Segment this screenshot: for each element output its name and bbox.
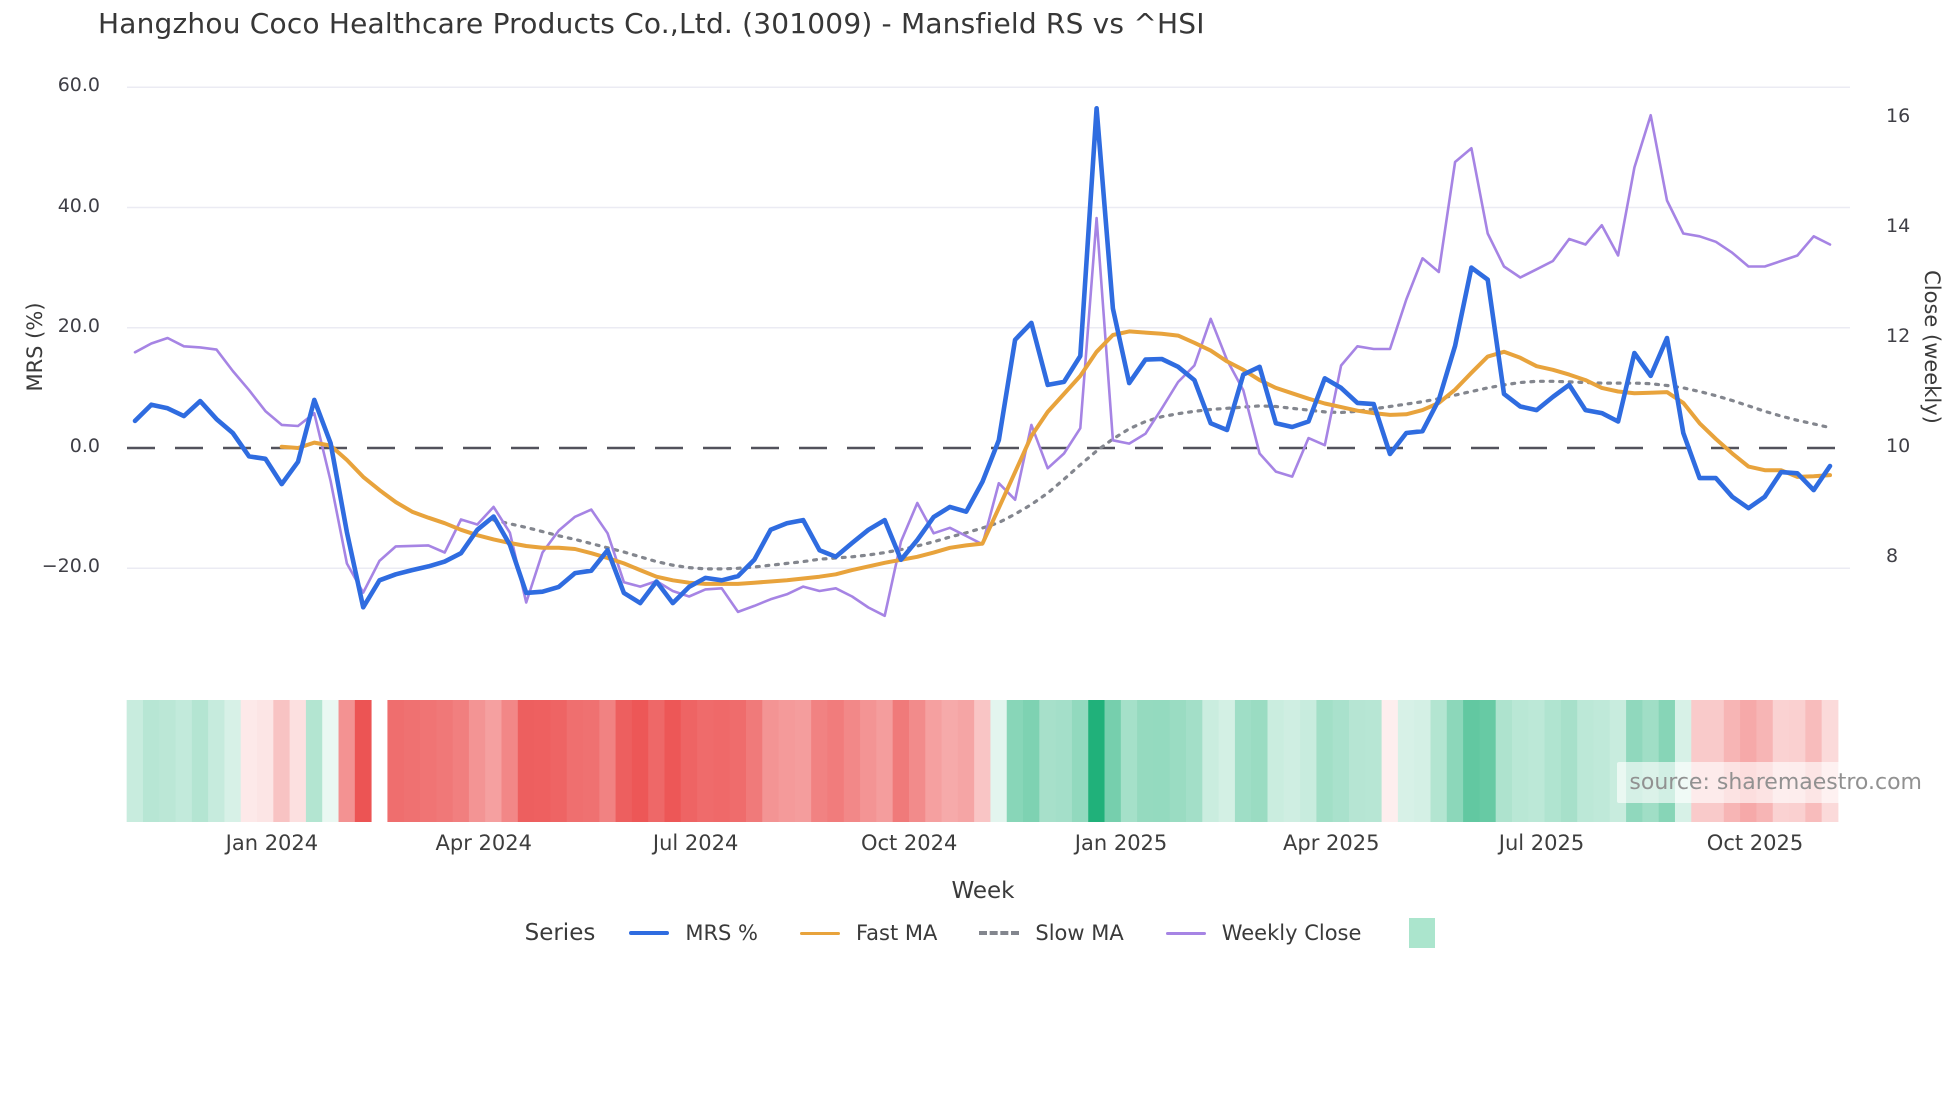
heatmap-swatch-icon [1409, 918, 1436, 948]
legend-item-fast-ma: Fast MA [800, 921, 937, 945]
tick-label: −20.0 [41, 555, 100, 578]
tick-label: Jan 2024 [225, 831, 319, 855]
tick-label: Jul 2024 [652, 831, 739, 855]
legend-label-fast-ma: Fast MA [856, 921, 938, 945]
tick-label: 16 [1886, 105, 1911, 127]
legend-item-weekly-close: Weekly Close [1165, 921, 1362, 945]
tick-label: Oct 2025 [1706, 831, 1804, 855]
legend-item-slow-ma: Slow MA [979, 921, 1124, 945]
tick-label: Jul 2025 [1498, 831, 1585, 855]
tick-label: 10 [1886, 435, 1911, 457]
tick-label: Oct 2024 [860, 831, 958, 855]
tick-label: Jan 2025 [1074, 831, 1168, 855]
legend-label-slow-ma: Slow MA [1035, 921, 1124, 945]
x-axis-label: Week [951, 878, 1015, 904]
mrs-line-swatch-icon [629, 931, 670, 935]
tick-label: 20.0 [57, 314, 100, 337]
legend-label-weekly-close: Weekly Close [1221, 921, 1362, 945]
tick-label: Apr 2024 [435, 831, 532, 855]
tick-label: 14 [1886, 215, 1911, 237]
weekly-close-line-swatch-icon [1165, 931, 1206, 935]
legend-item-mrs: MRS % [629, 921, 758, 945]
slow-ma-line-swatch-icon [979, 931, 1020, 935]
legend: Series MRS % Fast MA Slow MA Weekly Clos… [0, 918, 1960, 948]
legend-label-mrs: MRS % [685, 921, 758, 945]
tick-label: 60.0 [57, 74, 100, 97]
tick-label: 0.0 [69, 435, 100, 457]
tick-label: 8 [1886, 545, 1899, 567]
fast-ma-line-swatch-icon [800, 931, 840, 935]
tick-label: 40.0 [57, 194, 100, 217]
source-watermark: source: sharemaestro.com [1617, 762, 1934, 803]
chart-title: Hangzhou Coco Healthcare Products Co.,Lt… [98, 7, 1205, 40]
legend-title: Series [524, 920, 596, 946]
tick-label: 12 [1886, 325, 1911, 347]
tick-label: Apr 2025 [1283, 831, 1380, 855]
